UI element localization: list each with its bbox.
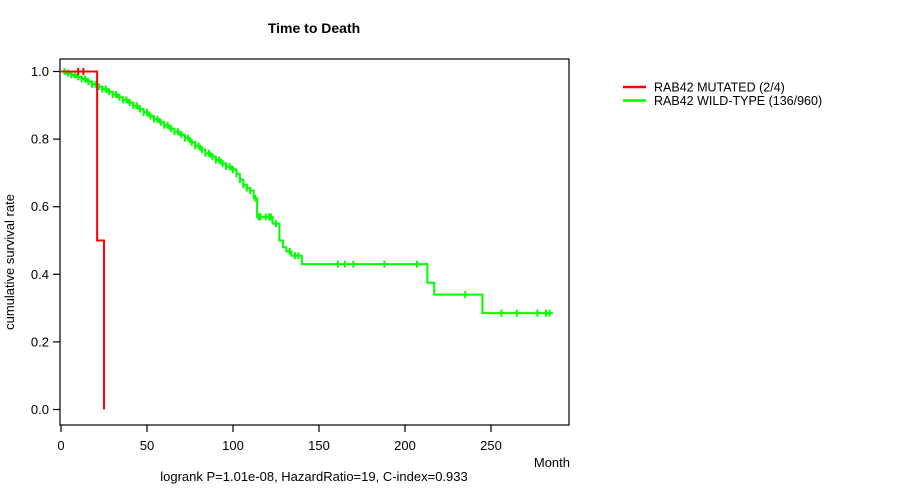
x-tick-label: 200 (394, 438, 416, 453)
y-axis-ticks: 0.0 0.2 0.4 0.6 0.8 1.0 (31, 64, 60, 417)
x-tick-label: 250 (480, 438, 502, 453)
x-tick-label: 150 (308, 438, 330, 453)
legend-item-mutated: RAB42 MUTATED (2/4) (623, 81, 785, 95)
stats-caption: logrank P=1.01e-08, HazardRatio=19, C-in… (160, 469, 468, 484)
legend-label-wildtype: RAB42 WILD-TYPE (136/960) (654, 94, 822, 108)
x-tick-label: 50 (140, 438, 154, 453)
legend: RAB42 MUTATED (2/4) RAB42 WILD-TYPE (136… (623, 81, 822, 108)
chart-title: Time to Death (268, 20, 360, 36)
y-tick-label: 1.0 (31, 64, 49, 79)
y-tick-label: 0.8 (31, 132, 49, 147)
x-axis-label: Month (534, 455, 570, 470)
y-axis-label: cumulative survival rate (2, 194, 17, 330)
survival-curves (61, 68, 553, 410)
x-tick-label: 0 (57, 438, 64, 453)
x-tick-label: 100 (222, 438, 244, 453)
y-tick-label: 0.2 (31, 334, 49, 349)
y-tick-label: 0.0 (31, 402, 49, 417)
legend-label-mutated: RAB42 MUTATED (2/4) (654, 81, 785, 95)
survival-curve-wildtype (61, 70, 553, 315)
survival-curve-mutated (61, 70, 105, 410)
plot-box (59, 58, 570, 426)
y-tick-label: 0.6 (31, 199, 49, 214)
y-tick-label: 0.4 (31, 267, 49, 282)
legend-item-wildtype: RAB42 WILD-TYPE (136/960) (623, 94, 822, 108)
x-axis-ticks: 0 50 100 150 200 250 (57, 425, 502, 453)
